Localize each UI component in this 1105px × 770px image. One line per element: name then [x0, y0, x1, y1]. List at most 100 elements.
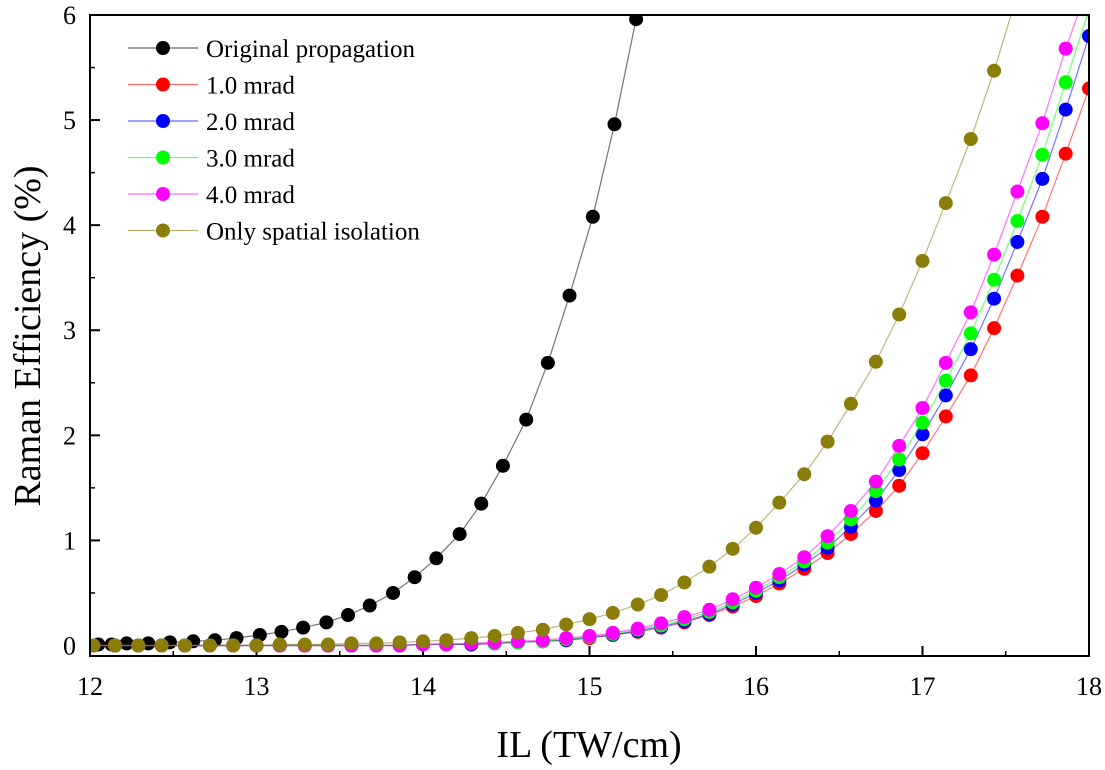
y-tick-label: 6: [63, 1, 76, 30]
data-point: [630, 621, 645, 636]
data-point: [1010, 234, 1025, 249]
series-5: [90, 0, 1024, 653]
data-point: [1035, 209, 1050, 224]
legend-label: Only spatial isolation: [206, 219, 420, 246]
data-point: [915, 415, 930, 430]
data-point: [344, 636, 359, 651]
data-point: [1010, 268, 1025, 283]
data-point: [820, 529, 835, 544]
data-point: [487, 629, 502, 644]
data-point: [297, 637, 312, 652]
legend-marker: [156, 150, 170, 165]
data-point: [439, 633, 454, 648]
data-point: [677, 610, 692, 625]
data-point: [702, 602, 717, 617]
data-point: [915, 427, 930, 442]
data-point: [725, 541, 740, 556]
data-point: [202, 638, 217, 653]
data-point: [1035, 116, 1050, 131]
legend-marker: [156, 187, 170, 201]
data-point: [274, 624, 289, 639]
data-point: [1058, 146, 1073, 161]
data-point: [582, 629, 597, 644]
legend: Original propagation 1.0 mrad 2.0 mrad 3.0 …: [128, 36, 420, 246]
data-point: [226, 638, 241, 653]
legend-item: Original propagation: [128, 36, 415, 63]
data-point: [749, 580, 763, 595]
series-3: [90, 15, 1089, 653]
legend-marker: [156, 223, 170, 238]
data-point: [341, 608, 356, 623]
y-axis-title: Raman Efficiency (%): [7, 165, 49, 506]
legend-label: 1.0 mrad: [206, 73, 295, 100]
data-point: [1035, 171, 1050, 186]
series-line: [98, 19, 637, 646]
legend-item: 4.0 mrad: [128, 182, 295, 209]
series-line: [93, 15, 1012, 647]
data-point: [416, 634, 430, 649]
x-tick-label: 14: [410, 672, 436, 701]
data-point: [362, 598, 377, 613]
data-point: [1058, 41, 1073, 56]
data-point: [938, 409, 953, 424]
data-point: [654, 588, 669, 603]
data-point: [892, 463, 907, 478]
series-0: [91, 15, 644, 652]
x-tick-label: 17: [910, 672, 936, 701]
data-point: [892, 438, 907, 453]
data-point: [510, 625, 525, 640]
data-point: [938, 196, 953, 211]
data-point: [1058, 102, 1073, 117]
data-point: [868, 503, 883, 518]
data-point: [843, 503, 858, 518]
data-point: [107, 638, 122, 653]
legend-label: 4.0 mrad: [206, 182, 295, 209]
legend-item: Only spatial isolation: [128, 219, 420, 246]
data-point: [90, 638, 101, 653]
data-point: [772, 567, 787, 582]
plot-frame: [89, 14, 1090, 657]
legend-marker: [156, 77, 170, 92]
data-point: [605, 625, 620, 640]
data-point: [630, 597, 645, 612]
data-point: [1010, 184, 1025, 199]
x-tick-label: 13: [244, 672, 270, 701]
data-point: [386, 585, 401, 600]
data-point: [749, 520, 763, 535]
data-point: [915, 401, 930, 416]
data-point: [987, 63, 1002, 78]
data-point: [154, 638, 169, 653]
data-point: [535, 633, 550, 648]
data-point: [319, 615, 334, 630]
data-point: [629, 15, 644, 27]
legend-item: 1.0 mrad: [128, 73, 295, 100]
data-point: [272, 637, 287, 652]
data-point: [296, 620, 311, 635]
data-point: [495, 458, 510, 473]
data-point: [407, 570, 422, 585]
data-point: [987, 247, 1002, 262]
legend-marker: [156, 114, 170, 128]
data-point: [915, 446, 930, 461]
x-tick-label: 12: [77, 672, 103, 701]
data-point: [915, 253, 930, 268]
data-point: [464, 631, 479, 646]
y-tick-label: 2: [63, 421, 76, 450]
data-point: [772, 495, 787, 510]
data-point: [1010, 0, 1024, 1]
data-point: [938, 388, 953, 403]
data-point: [654, 616, 669, 631]
y-tick-label: 3: [63, 316, 76, 345]
x-tick-label: 18: [1076, 672, 1102, 701]
data-point: [938, 373, 953, 388]
data-point: [963, 131, 978, 146]
data-point: [119, 636, 134, 651]
data-point: [605, 605, 620, 620]
data-point: [987, 291, 1002, 306]
legend-item: 3.0 mrad: [128, 146, 295, 173]
data-point: [892, 307, 907, 322]
data-point: [702, 559, 717, 574]
y-tick-label: 0: [63, 631, 76, 660]
data-point: [249, 638, 264, 653]
